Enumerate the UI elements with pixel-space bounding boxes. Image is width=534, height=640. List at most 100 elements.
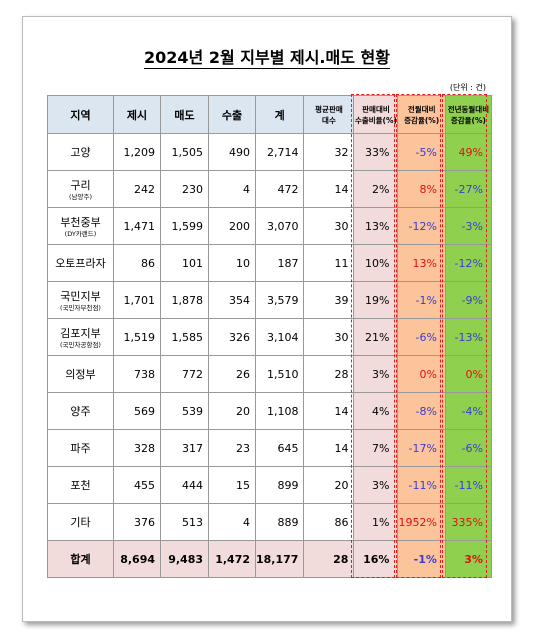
value-cell: 23 (208, 429, 256, 467)
title-text: 2024년 2월 지부별 제시.매도 현황 (144, 48, 390, 69)
region-cell: 구리 (남양주) (47, 170, 114, 208)
title: 2024년 2월 지부별 제시.매도 현황 (0, 44, 534, 69)
value-cell: -13% (444, 318, 492, 356)
value-cell: 3% (353, 466, 399, 504)
region-cell: 파주 (47, 429, 114, 467)
value-cell: -12% (444, 244, 492, 282)
value-cell: 10% (353, 244, 399, 282)
region-name: 포천 (70, 479, 91, 492)
total-row: 합계 8,694 9,483 1,472 18,177 28 16% -1% 3% (47, 540, 492, 578)
value-cell: 889 (254, 503, 305, 541)
value-cell: 1,585 (160, 318, 209, 356)
value-cell: -5% (397, 133, 446, 171)
value-cell: 569 (113, 392, 161, 430)
region-name: 부천중부 (60, 216, 101, 229)
region-name: 김포지부 (60, 327, 101, 340)
value-cell: 2,714 (254, 133, 305, 171)
region-cell: 김포지부 (국민차공항점) (47, 318, 114, 356)
region-cell: 기타 (47, 503, 114, 541)
region-cell: 합계 (47, 540, 114, 578)
header-cell: 지역 (47, 95, 114, 134)
header-line: 수출비율(%) (354, 115, 397, 125)
value-cell: 899 (254, 466, 305, 504)
value-cell: -27% (444, 170, 492, 208)
value-cell: -11% (444, 466, 492, 504)
header-cell: 평균판매 대수 (303, 95, 355, 134)
value-cell: -17% (397, 429, 446, 467)
header-cell: 매도 (160, 95, 209, 134)
region-cell: 부천중부 (DY카랜드) (47, 207, 114, 245)
data-row: 오토프라자 86 101 10 187 11 10% 13% -12% (47, 244, 492, 282)
value-cell: 444 (160, 466, 209, 504)
region-name: 오토프라자 (55, 257, 106, 270)
value-cell: 26 (208, 355, 256, 393)
header-line: 전년동월대비 (447, 104, 490, 114)
region-cell: 양주 (47, 392, 114, 430)
value-cell: -8% (397, 392, 446, 430)
value-cell: 0% (444, 355, 492, 393)
value-cell: 335% (444, 503, 492, 541)
value-cell: 7% (353, 429, 399, 467)
header-line: 전월대비 (407, 104, 436, 114)
value-cell: 14 (303, 170, 355, 208)
data-row: 부천중부 (DY카랜드) 1,471 1,599 200 3,070 30 13% -12% -3… (47, 207, 492, 245)
value-cell: 455 (113, 466, 161, 504)
region-cell: 포천 (47, 466, 114, 504)
value-cell: 376 (113, 503, 161, 541)
value-cell: 1,472 (208, 540, 256, 578)
value-cell: 28 (303, 355, 355, 393)
value-cell: 32 (303, 133, 355, 171)
value-cell: 18,177 (254, 540, 305, 578)
value-cell: 3% (353, 355, 399, 393)
value-cell: 1,519 (113, 318, 161, 356)
region-name: 합계 (70, 553, 91, 566)
value-cell: 1952% (397, 503, 446, 541)
header-line: 대수 (322, 115, 336, 125)
value-cell: 16% (353, 540, 399, 578)
value-cell: 20 (208, 392, 256, 430)
value-cell: 2% (353, 170, 399, 208)
value-cell: 472 (254, 170, 305, 208)
data-row: 파주 328 317 23 645 14 7% -17% -6% (47, 429, 492, 467)
value-cell: 4% (353, 392, 399, 430)
region-sub: (국민자부천점) (60, 304, 101, 312)
header-row: 지역 제시 매도 수출 계 평균판매 대수 판매대비 수출비율(%) 전월대비 증감율(%) 전년동월… (47, 95, 492, 134)
region-sub: (국민차공항점) (60, 341, 101, 349)
value-cell: -12% (397, 207, 446, 245)
region-cell: 고양 (47, 133, 114, 171)
value-cell: 200 (208, 207, 256, 245)
value-cell: -11% (397, 466, 446, 504)
value-cell: 8% (397, 170, 446, 208)
value-cell: 13% (397, 244, 446, 282)
value-cell: 230 (160, 170, 209, 208)
value-cell: -1% (397, 281, 446, 319)
region-cell: 오토프라자 (47, 244, 114, 282)
header-line: 판매대비 (362, 104, 390, 114)
region-name: 파주 (70, 442, 91, 455)
value-cell: 15 (208, 466, 256, 504)
value-cell: 1% (353, 503, 399, 541)
value-cell: 33% (353, 133, 399, 171)
header-line: 평균판매 (315, 104, 343, 114)
value-cell: 539 (160, 392, 209, 430)
value-cell: 4 (208, 170, 256, 208)
value-cell: -6% (397, 318, 446, 356)
value-cell: 772 (160, 355, 209, 393)
value-cell: 3,579 (254, 281, 305, 319)
value-cell: -4% (444, 392, 492, 430)
data-row: 김포지부 (국민차공항점) 1,519 1,585 326 3,104 30 21% -6% -1… (47, 318, 492, 356)
region-name: 양주 (70, 405, 91, 418)
value-cell: -6% (444, 429, 492, 467)
value-cell: 101 (160, 244, 209, 282)
value-cell: 86 (113, 244, 161, 282)
unit: (단위 : 건) (449, 83, 486, 92)
value-cell: -9% (444, 281, 492, 319)
value-cell: 28 (303, 540, 355, 578)
table: 지역 제시 매도 수출 계 평균판매 대수 판매대비 수출비율(%) 전월대비 증감율(%) 전년동월… (47, 95, 492, 578)
region-cell: 국민지부 (국민자부천점) (47, 281, 114, 319)
value-cell: 3,104 (254, 318, 305, 356)
value-cell: 9,483 (160, 540, 209, 578)
data-row: 포천 455 444 15 899 20 3% -11% -11% (47, 466, 492, 504)
header-cell: 전년동월대비 증감율(%) (444, 95, 492, 134)
